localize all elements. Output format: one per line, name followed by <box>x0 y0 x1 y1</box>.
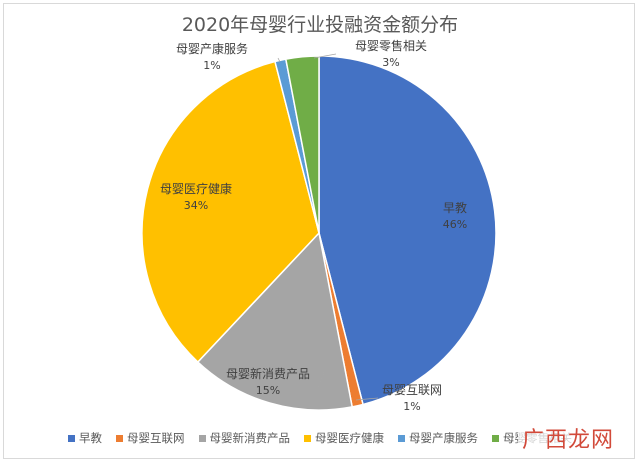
chart-title: 2020年母婴行业投融资金额分布 <box>181 14 459 36</box>
leader-line <box>355 397 379 401</box>
legend-swatch <box>304 434 311 442</box>
legend-swatch <box>116 434 123 442</box>
pie-slice <box>141 60 320 364</box>
pie-slice <box>196 231 354 411</box>
slice-value-label: 15% <box>256 384 280 397</box>
legend-label: 母婴新消费产品 <box>209 431 291 445</box>
legend-item: 早教 <box>68 430 102 446</box>
legend-label: 早教 <box>79 431 102 445</box>
legend-item: 母婴产康服务 <box>398 430 478 446</box>
legend-label: 母婴产康服务 <box>409 431 478 445</box>
legend-label: 母婴互联网 <box>127 431 185 445</box>
legend-swatch <box>198 434 206 442</box>
slice-category-label: 母婴产康服务 <box>176 41 248 56</box>
slice-category-label: 早教 <box>443 200 467 215</box>
slice-value-label: 3% <box>382 56 399 69</box>
chart-legend: 早教母婴互联网母婴新消费产品母婴医疗健康母婴产康服务母婴零售相关 <box>0 430 640 446</box>
legend-swatch <box>492 434 499 442</box>
slice-category-label: 母婴新消费产品 <box>226 366 310 381</box>
slice-value-label: 1% <box>403 400 420 413</box>
slice-category-label: 母婴零售相关 <box>355 38 427 53</box>
legend-swatch <box>398 434 405 442</box>
legend-item: 母婴医疗健康 <box>304 430 384 446</box>
slice-category-label: 母婴互联网 <box>382 383 442 397</box>
leader-line <box>277 57 281 63</box>
pie-slice <box>318 55 497 406</box>
legend-item: 母婴新消费产品 <box>198 430 291 446</box>
slice-value-label: 1% <box>203 59 220 72</box>
slice-category-label: 母婴医疗健康 <box>160 181 232 196</box>
watermark: 广西龙网 <box>518 422 619 454</box>
slice-value-label: 34% <box>184 199 208 212</box>
leader-line <box>313 53 337 59</box>
legend-item: 母婴互联网 <box>116 430 185 446</box>
leader-line <box>317 371 325 389</box>
slice-value-label: 46% <box>443 218 467 231</box>
legend-label: 母婴医疗健康 <box>315 431 384 445</box>
pie-slice <box>284 55 320 234</box>
legend-swatch <box>68 434 75 442</box>
